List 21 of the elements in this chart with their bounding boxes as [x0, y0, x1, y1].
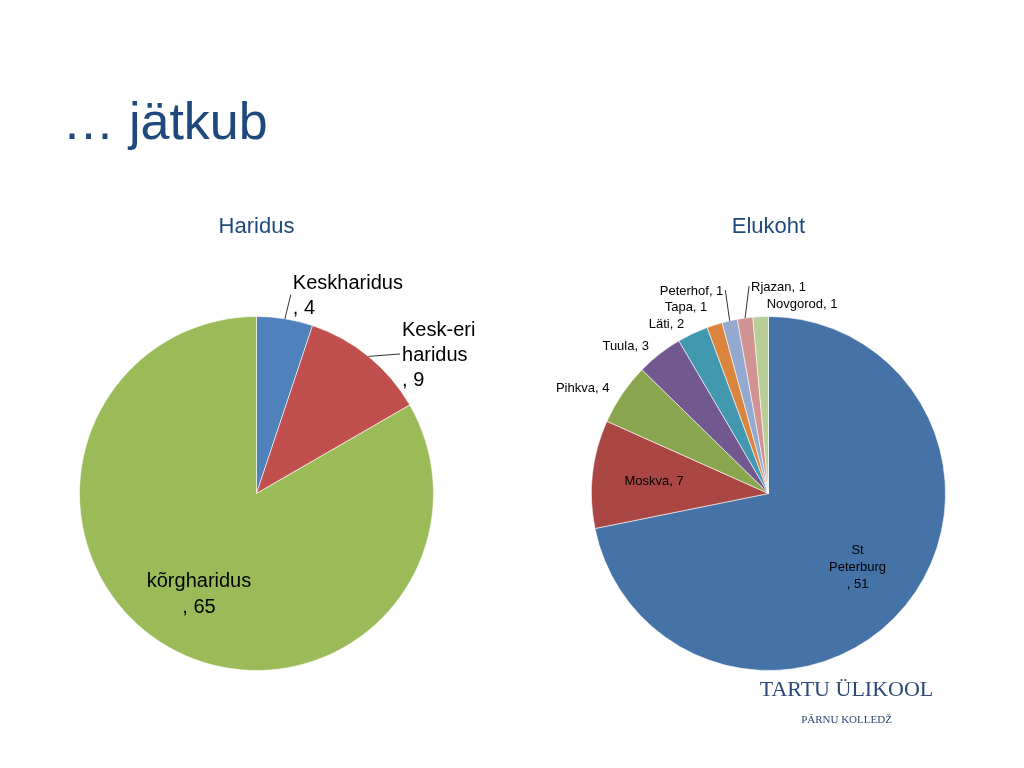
text: … jätkub	[62, 91, 268, 150]
chart-title: Haridus	[218, 213, 295, 238]
slice-label: St Peterburg	[828, 541, 887, 574]
slice-label: Läti, 2	[648, 316, 685, 332]
slice-label: Rjazan, 1	[751, 278, 806, 294]
slice-label: Novgorod, 1	[766, 295, 838, 311]
text: PÄRNU KOLLEDŽ	[801, 712, 893, 725]
chart-title: Elukoht	[731, 213, 806, 238]
data-label: , 51	[846, 576, 869, 592]
slice-label: Moskva, 7	[624, 473, 684, 489]
data-label: , 9	[402, 368, 425, 391]
slice-label: Pihkva, 4	[555, 380, 610, 396]
slice-label: Tuula, 3	[602, 338, 649, 354]
text: TARTU ÜLIKOOL	[759, 676, 934, 701]
data-label: , 4	[292, 296, 316, 319]
slice-label: Tapa, 1	[664, 299, 708, 315]
slice-label: Peterhof, 1	[659, 282, 724, 298]
slice-label: Kesk-eri haridus	[402, 317, 476, 365]
data-label: , 65	[182, 594, 216, 617]
slice-label: kõrgharidus	[146, 569, 252, 592]
slice-label: Keskharidus	[292, 270, 403, 293]
